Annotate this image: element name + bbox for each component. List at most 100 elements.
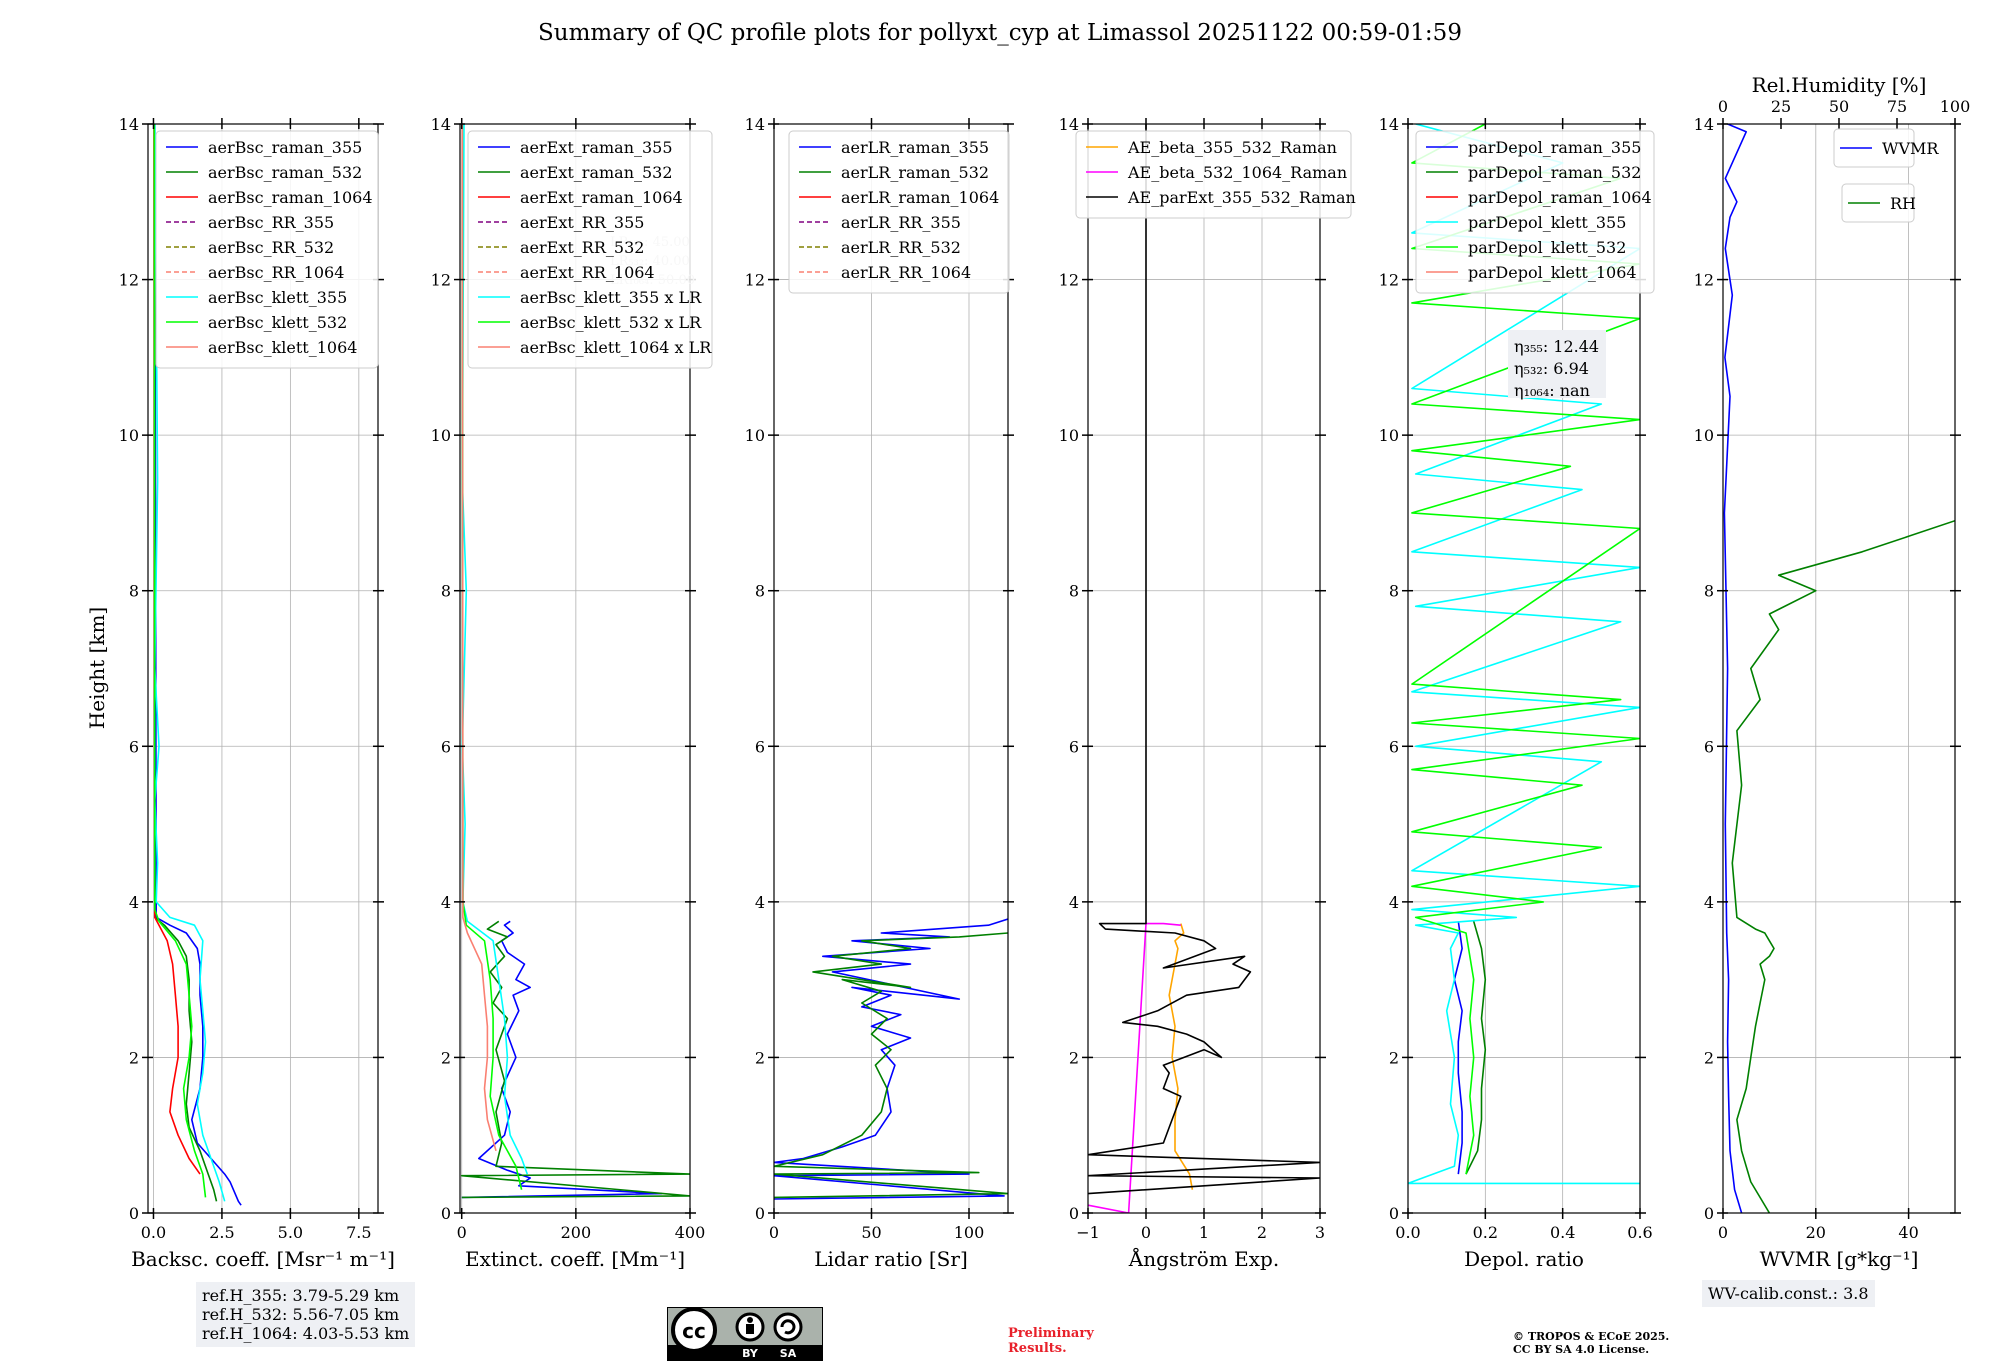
x-tick-label: 0 [769,1223,779,1242]
y-tick-label: 6 [1389,737,1399,756]
series-line-ae-beta-355-532-raman [1168,923,1194,1190]
eta-annotation: η₁₀₆₄: nan [1514,381,1590,400]
y-tick-label: 4 [129,893,139,912]
y-tick-label: 14 [745,115,765,134]
legend-label: aerBsc_RR_532 [208,238,334,257]
x2-tick-label: 25 [1771,97,1791,116]
x-axis-label: Extinct. coeff. [Mm⁻¹] [465,1247,685,1271]
series-line-aerbsc-raman-355 [154,124,242,1206]
x-tick-label: 0.4 [1550,1223,1575,1242]
copyright-note: © TROPOS & ECoE 2025. CC BY SA 4.0 Licen… [1513,1330,1669,1356]
y-tick-label: 6 [441,737,451,756]
x-tick-label: 3 [1315,1223,1325,1242]
x-tick-label: 20 [1806,1223,1826,1242]
y-tick-label: 0 [1389,1204,1399,1223]
y-tick-label: 0 [441,1204,451,1223]
x-tick-label: 5.0 [278,1223,303,1242]
legend-label: aerBsc_RR_1064 [208,263,344,282]
wv-calib-box: WV-calib.const.: 3.8 [1702,1280,1875,1307]
x2-tick-label: 100 [1940,97,1971,116]
series-line-aerbsc-klett-532 [153,124,207,1198]
series-line-pardepol-raman-355 [1453,921,1463,1175]
x-axis-label: Depol. ratio [1464,1247,1584,1271]
legend-box [467,130,713,369]
series-line-aerext-raman-355 [461,920,663,1199]
x-tick-label: 2.5 [209,1223,234,1242]
y-tick-label: 12 [745,271,765,290]
legend-label: aerLR_RR_1064 [841,263,971,282]
preliminary-note: Preliminary Results. [1008,1326,1094,1356]
y-tick-label: 2 [441,1048,451,1067]
cc-by-label: BY [742,1347,759,1360]
axes-frame [459,123,691,1214]
legend-label: aerExt_raman_532 [520,163,673,182]
series-line-aerbsc-klett-355-x-lr [461,124,529,1175]
y-tick-label: 8 [441,582,451,601]
series-line-ae-parext-355-532-raman [1088,124,1320,1195]
y-tick-label: 8 [755,582,765,601]
axes-frame [1722,123,1956,1214]
x-axis-label: Backsc. coeff. [Msr⁻¹ m⁻¹] [131,1247,395,1271]
y-tick-label: 14 [1379,115,1399,134]
svg-text:cc: cc [682,1319,706,1343]
legend-label: AE_parExt_355_532_Raman [1127,188,1356,207]
series-line-aerbsc-raman-532 [153,124,218,1202]
axes-frame [147,123,379,1214]
legend-box [788,130,1010,294]
x-axis-label: WVMR [g*kg⁻¹] [1760,1247,1919,1271]
legend-label: aerBsc_klett_532 x LR [520,313,702,332]
y-tick-label: 10 [1059,426,1079,445]
x-tick-label: 0.0 [141,1223,166,1242]
series-line-aerbsc-klett-1064-x-lr [461,124,497,1152]
y-tick-label: 8 [129,582,139,601]
legend-label: aerBsc_raman_532 [208,163,362,182]
legend-label: aerBsc_klett_355 x LR [520,288,702,307]
legend-label: aerExt_RR_355 [520,213,644,232]
series-line-aerlr-raman-355 [774,918,1008,1200]
legend-label: aerExt_RR_1064 [520,263,655,282]
y-tick-label: 4 [1704,893,1714,912]
y-tick-label: 14 [431,115,451,134]
x-tick-label: 0.0 [1395,1223,1420,1242]
legend-label: parDepol_raman_1064 [1468,188,1652,207]
y-tick-label: 2 [1069,1048,1079,1067]
legend-label: AE_beta_532_1064_Raman [1127,163,1347,182]
legend-label: parDepol_raman_355 [1468,138,1641,157]
y-tick-label: 14 [1059,115,1079,134]
series-group [1408,124,1640,1185]
eta-annotation: η₅₃₂: 6.94 [1514,359,1589,378]
x-axis-label: Ångström Exp. [1128,1246,1279,1271]
x-tick-label: 200 [561,1223,592,1242]
y-tick-label: 12 [119,271,139,290]
y-tick-label: 4 [1389,893,1399,912]
x-tick-label: 40 [1898,1223,1918,1242]
panel-1: 0 2 4 6 8 10 12 14 0.0 2.5 5.0 7.5 Backsc. coeff. [M… [119,115,395,1271]
legend-label: aerBsc_klett_1064 x LR [520,338,712,357]
legend-label: RH [1890,194,1916,213]
y-tick-label: 4 [1069,893,1079,912]
y-tick-label: 8 [1069,582,1079,601]
legend-label: aerLR_raman_1064 [841,188,999,207]
panel-3: 0 2 4 6 8 10 12 14 0 50 100 Lidar ratio [Sr] aerLR_r… [745,115,1014,1271]
legend-label: aerExt_raman_1064 [520,188,683,207]
y-tick-label: 2 [1389,1048,1399,1067]
legend-label: parDepol_klett_1064 [1468,263,1637,282]
series-line-aerlr-raman-532 [774,932,1008,1199]
x2-tick-label: 50 [1829,97,1849,116]
preliminary-line-2: Results. [1008,1341,1067,1356]
series-line-pardepol-klett-355 [1408,124,1640,1185]
y-tick-label: 14 [119,115,139,134]
y-tick-label: 8 [1389,582,1399,601]
x-tick-label: 1 [1199,1223,1209,1242]
legend-label: parDepol_klett_355 [1468,213,1626,232]
series-group [153,124,242,1206]
y-axis-label: Height [km] [85,607,109,729]
series-group [1723,124,1955,1213]
x-tick-label: 2 [1257,1223,1267,1242]
y-tick-label: 12 [1379,271,1399,290]
copyright-line-2: CC BY SA 4.0 License. [1513,1343,1650,1356]
legend-label: parDepol_klett_532 [1468,238,1626,257]
legend-label: WVMR [1882,139,1939,158]
